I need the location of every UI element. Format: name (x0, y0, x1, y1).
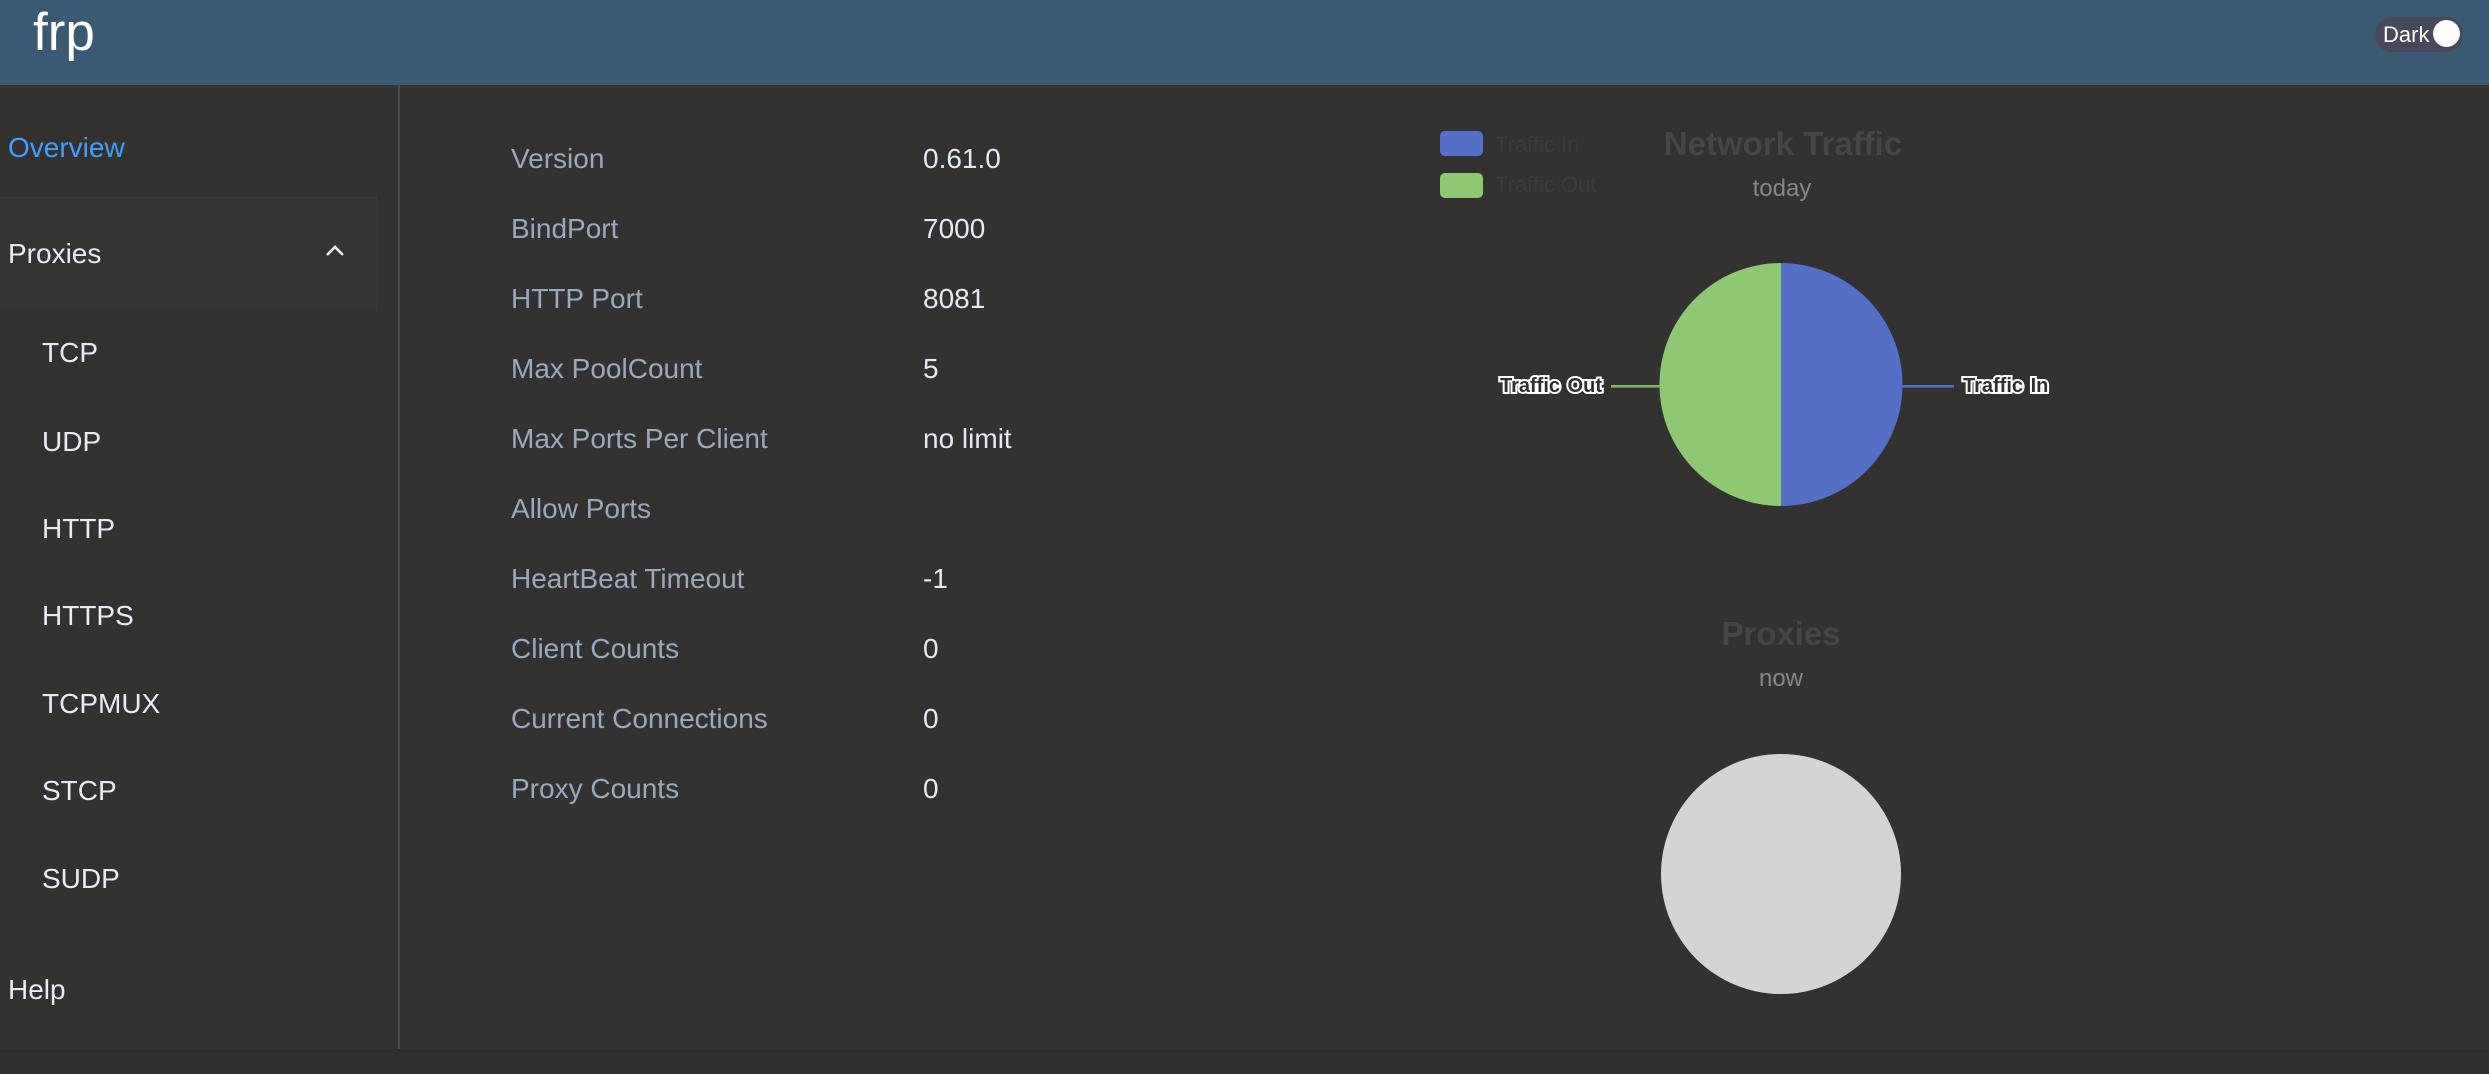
svg-text:Traffic In: Traffic In (1963, 375, 2048, 397)
svg-text:Traffic Out: Traffic Out (1500, 375, 1602, 397)
